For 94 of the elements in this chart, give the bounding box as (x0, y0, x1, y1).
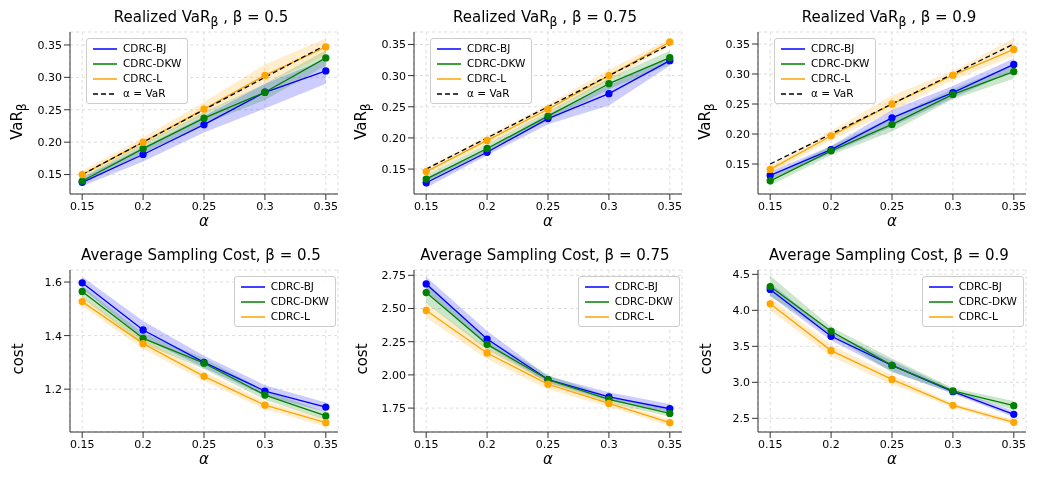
chart-title: Realized VaR$_{β}$ , β = 0.5 (112, 8, 290, 29)
legend-label: CDRC-L (123, 71, 163, 86)
y-tick-label: 3.0 (732, 376, 750, 390)
legend-label: CDRC-L (614, 309, 654, 324)
x-tick-label: 0.25 (879, 437, 905, 451)
x-tick-label: 0.15 (413, 437, 439, 451)
chart-title: Average Sampling Cost, β = 0.75 (419, 246, 671, 264)
y-tick-label: 1.2 (44, 383, 62, 397)
y-tick-label: 0.30 (725, 67, 750, 81)
x-tick-label: 0.35 (1001, 437, 1027, 451)
legend-label: CDRC-BJ (811, 41, 855, 56)
y-tick-label: 0.25 (381, 100, 406, 114)
legend-label: CDRC-DKW (958, 294, 1017, 309)
legend-label: α = VaR (811, 86, 854, 101)
x-tick-label: 0.35 (1001, 199, 1027, 213)
x-tick-label: 0.25 (535, 437, 561, 451)
x-tick-label: 0.3 (944, 199, 962, 213)
x-tick-label: 0.35 (657, 199, 683, 213)
x-axis-title: α (542, 212, 554, 230)
x-tick-label: 0.35 (313, 437, 339, 451)
y-tick-label: 0.35 (725, 37, 750, 51)
x-tick-label: 0.35 (657, 437, 683, 451)
x-tick-label: 0.25 (879, 199, 905, 213)
legend-label: CDRC-L (811, 71, 851, 86)
x-tick-label: 0.2 (134, 199, 152, 213)
y-tick-label: 1.6 (44, 275, 62, 289)
legend-label: CDRC-BJ (614, 279, 658, 294)
x-axis-title: α (198, 212, 210, 230)
x-axis-title: α (886, 212, 898, 230)
y-tick-label: 4.0 (732, 304, 750, 318)
legend-label: CDRC-BJ (958, 279, 1002, 294)
x-axis-title: α (198, 450, 210, 468)
y-tick-label: 0.15 (37, 168, 62, 182)
y-tick-label: 0.20 (37, 136, 62, 150)
chart-title: Average Sampling Cost, β = 0.5 (80, 246, 322, 264)
x-tick-label: 0.2 (134, 437, 152, 451)
x-tick-label: 0.15 (69, 199, 95, 213)
legend-label: CDRC-L (958, 309, 998, 324)
x-tick-label: 0.3 (256, 199, 274, 213)
x-tick-label: 0.35 (313, 199, 339, 213)
legend-label: CDRC-BJ (123, 41, 167, 56)
chart-title: Realized VaR$_{β}$ , β = 0.75 (452, 8, 638, 29)
x-tick-label: 0.2 (478, 437, 496, 451)
x-tick-label: 0.3 (600, 199, 618, 213)
y-tick-label: 2.75 (381, 269, 406, 283)
y-axis-title: cost (9, 343, 27, 375)
x-tick-label: 0.2 (478, 199, 496, 213)
y-tick-label: 0.20 (725, 127, 750, 141)
y-tick-label: 2.25 (381, 335, 406, 349)
x-tick-label: 0.2 (822, 199, 840, 213)
y-tick-label: 0.25 (725, 97, 750, 111)
y-tick-label: 0.35 (381, 38, 406, 52)
y-axis-title: cost (697, 343, 715, 375)
y-tick-label: 0.35 (37, 38, 62, 52)
y-tick-label: 0.20 (381, 131, 406, 145)
x-tick-label: 0.3 (944, 437, 962, 451)
x-tick-label: 0.3 (256, 437, 274, 451)
legend-label: CDRC-DKW (467, 56, 526, 71)
x-tick-label: 0.15 (69, 437, 95, 451)
y-tick-label: 4.5 (732, 268, 750, 282)
legend-label: α = VaR (123, 86, 166, 101)
chart-title: Realized VaR$_{β}$ , β = 0.9 (800, 8, 978, 29)
legend-label: CDRC-BJ (270, 279, 314, 294)
x-tick-label: 0.25 (191, 437, 217, 451)
x-tick-label: 0.15 (757, 437, 783, 451)
x-axis-title: α (886, 450, 898, 468)
y-tick-label: 0.15 (381, 162, 406, 176)
y-tick-label: 1.4 (44, 329, 62, 343)
y-tick-label: 2.5 (732, 412, 750, 426)
y-axis-title: cost (353, 343, 371, 375)
y-tick-label: 0.25 (37, 103, 62, 117)
legend-label: CDRC-BJ (467, 41, 511, 56)
legend-label: CDRC-L (467, 71, 507, 86)
x-tick-label: 0.3 (600, 437, 618, 451)
x-tick-label: 0.25 (191, 199, 217, 213)
legend-label: CDRC-DKW (270, 294, 329, 309)
y-tick-label: 2.50 (381, 302, 406, 316)
legend-label: CDRC-DKW (123, 56, 182, 71)
x-axis-title: α (542, 450, 554, 468)
legend-label: α = VaR (467, 86, 510, 101)
y-tick-label: 3.5 (732, 340, 750, 354)
chart-title: Average Sampling Cost, β = 0.9 (768, 246, 1010, 264)
y-tick-label: 2.00 (381, 368, 406, 382)
y-tick-label: 0.30 (37, 71, 62, 85)
y-tick-label: 0.15 (725, 157, 750, 171)
legend-label: CDRC-DKW (614, 294, 673, 309)
y-tick-label: 1.75 (381, 402, 406, 415)
x-tick-label: 0.25 (535, 199, 561, 213)
legend-label: CDRC-L (270, 309, 310, 324)
x-tick-label: 0.2 (822, 437, 840, 451)
legend-label: CDRC-DKW (811, 56, 870, 71)
x-tick-label: 0.15 (413, 199, 439, 213)
y-tick-label: 0.30 (381, 69, 406, 83)
x-tick-label: 0.15 (757, 199, 783, 213)
